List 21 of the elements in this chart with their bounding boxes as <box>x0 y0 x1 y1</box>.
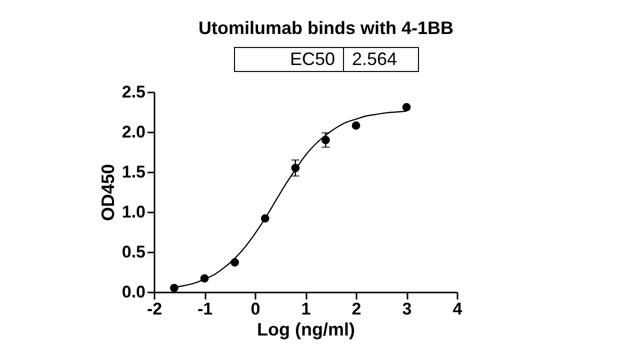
x-tick-label: -2 <box>146 300 162 318</box>
text: EC50 <box>235 48 344 71</box>
y-tick-label: 1.0 <box>122 202 146 222</box>
chart-title: Utomilumab binds with 4-1BB <box>197 18 454 39</box>
x-axis-title: Log (ng/ml) <box>257 320 355 340</box>
y-tick-label: 2.5 <box>122 82 146 102</box>
x-tick-label: 2 <box>352 300 362 318</box>
text: 2.564 <box>351 48 398 71</box>
x-tick-label: 0 <box>250 300 260 318</box>
y-tick-label: 0.5 <box>122 242 146 262</box>
point <box>402 103 411 112</box>
y-tick-label: 1.5 <box>122 162 146 182</box>
y-axis-title: OD450 <box>98 164 118 222</box>
x-tick-label: 4 <box>452 300 463 318</box>
y-tick-label: 2.0 <box>122 122 146 142</box>
x-tick-label: 3 <box>402 300 412 318</box>
y-tick-label: 0.0 <box>122 282 146 302</box>
point <box>322 136 330 144</box>
point <box>352 121 360 130</box>
x-tick-label: -1 <box>197 300 213 318</box>
x-tick-label: 1 <box>301 300 311 318</box>
